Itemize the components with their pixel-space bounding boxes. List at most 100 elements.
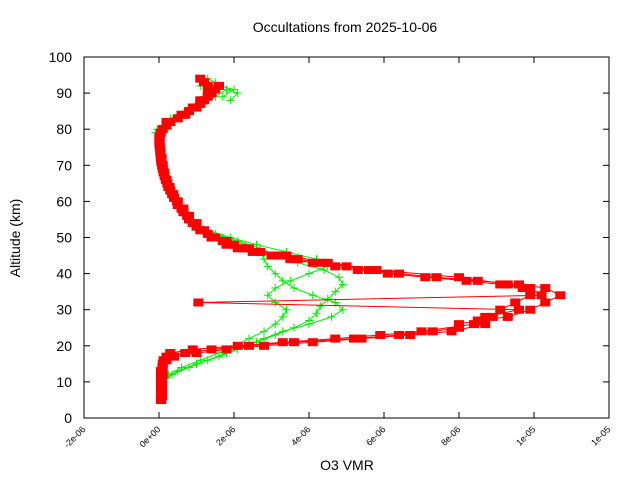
data-point (555, 291, 566, 300)
data-point (232, 341, 243, 350)
y-tick-label: 40 (56, 266, 72, 282)
y-tick-label: 100 (49, 49, 73, 65)
data-point (282, 305, 291, 314)
data-point (469, 320, 479, 329)
data-point (331, 287, 340, 296)
x-tick-label: 0e+00 (137, 424, 162, 449)
data-point (278, 276, 287, 285)
data-point (454, 320, 464, 329)
data-point (214, 81, 224, 90)
data-point (274, 251, 284, 260)
y-tick-label: 30 (56, 302, 72, 318)
data-point (461, 276, 472, 285)
data-point (312, 309, 321, 318)
data-point (454, 273, 464, 282)
y-tick-label: 50 (56, 230, 72, 246)
x-tick-label: 4e-06 (289, 424, 312, 447)
data-point (263, 262, 272, 271)
data-point (352, 265, 363, 274)
data-point (178, 208, 189, 217)
data-point (316, 302, 325, 311)
data-point (245, 334, 253, 343)
data-point (210, 233, 221, 242)
data-point (416, 327, 427, 336)
data-point (221, 237, 232, 246)
data-point (420, 273, 431, 282)
data-point (180, 349, 191, 358)
data-point (165, 349, 176, 358)
data-points (151, 74, 566, 404)
data-point (187, 345, 198, 354)
data-point (169, 193, 179, 202)
data-point (158, 356, 169, 365)
data-point (338, 305, 347, 314)
data-point (514, 305, 524, 314)
data-point (289, 338, 299, 347)
data-point (206, 345, 217, 354)
data-point (286, 276, 295, 285)
y-tick-label: 70 (56, 157, 72, 173)
data-point (315, 258, 326, 267)
data-point (290, 284, 298, 293)
data-point (157, 164, 168, 173)
x-tick-label: 1e-05 (514, 424, 537, 447)
data-point (305, 316, 313, 325)
data-point (202, 229, 213, 238)
data-point (187, 103, 198, 112)
data-point (260, 327, 268, 336)
data-point (510, 298, 521, 307)
data-point (184, 215, 194, 224)
data-point (335, 273, 343, 282)
data-point (244, 244, 254, 253)
data-point (165, 186, 176, 195)
x-tick-label: 1e-05 (589, 424, 612, 447)
data-point (191, 222, 202, 231)
data-point (307, 258, 318, 267)
data-point (525, 284, 536, 293)
data-point (206, 85, 217, 94)
data-point (162, 179, 173, 188)
data-point (290, 323, 298, 332)
data-point (199, 78, 209, 87)
data-point (540, 298, 551, 307)
data-point (502, 280, 513, 289)
y-axis-label: Altitude (km) (7, 199, 23, 278)
y-tick-label: 0 (64, 410, 72, 426)
data-point (271, 320, 280, 329)
data-point (472, 276, 483, 285)
data-point (431, 273, 442, 282)
data-point (218, 92, 227, 101)
data-point (244, 341, 254, 350)
data-point (525, 305, 536, 314)
data-point (341, 262, 352, 271)
data-point (277, 338, 288, 347)
data-point (233, 89, 242, 98)
data-point (177, 363, 186, 372)
y-tick-label: 80 (56, 121, 72, 137)
data-point (271, 269, 280, 278)
data-point (259, 341, 269, 350)
data-point (427, 327, 438, 336)
data-point (159, 172, 170, 181)
data-point (157, 363, 168, 372)
data-point (305, 269, 313, 278)
data-point (327, 312, 336, 321)
data-point (196, 356, 205, 365)
data-point (155, 150, 166, 159)
data-point (394, 269, 404, 278)
data-point (195, 96, 206, 105)
data-point (480, 320, 491, 329)
axes (83, 56, 610, 419)
data-point (349, 334, 359, 343)
data-point (226, 96, 235, 105)
data-point (271, 330, 280, 339)
data-point (480, 312, 491, 321)
data-point (154, 136, 165, 145)
data-point (338, 280, 347, 289)
x-tick-label: 2e-06 (214, 424, 237, 447)
data-point (308, 291, 317, 300)
y-tick-label: 10 (56, 374, 72, 390)
data-point (394, 330, 404, 339)
data-point (330, 334, 341, 343)
data-point (156, 395, 167, 404)
